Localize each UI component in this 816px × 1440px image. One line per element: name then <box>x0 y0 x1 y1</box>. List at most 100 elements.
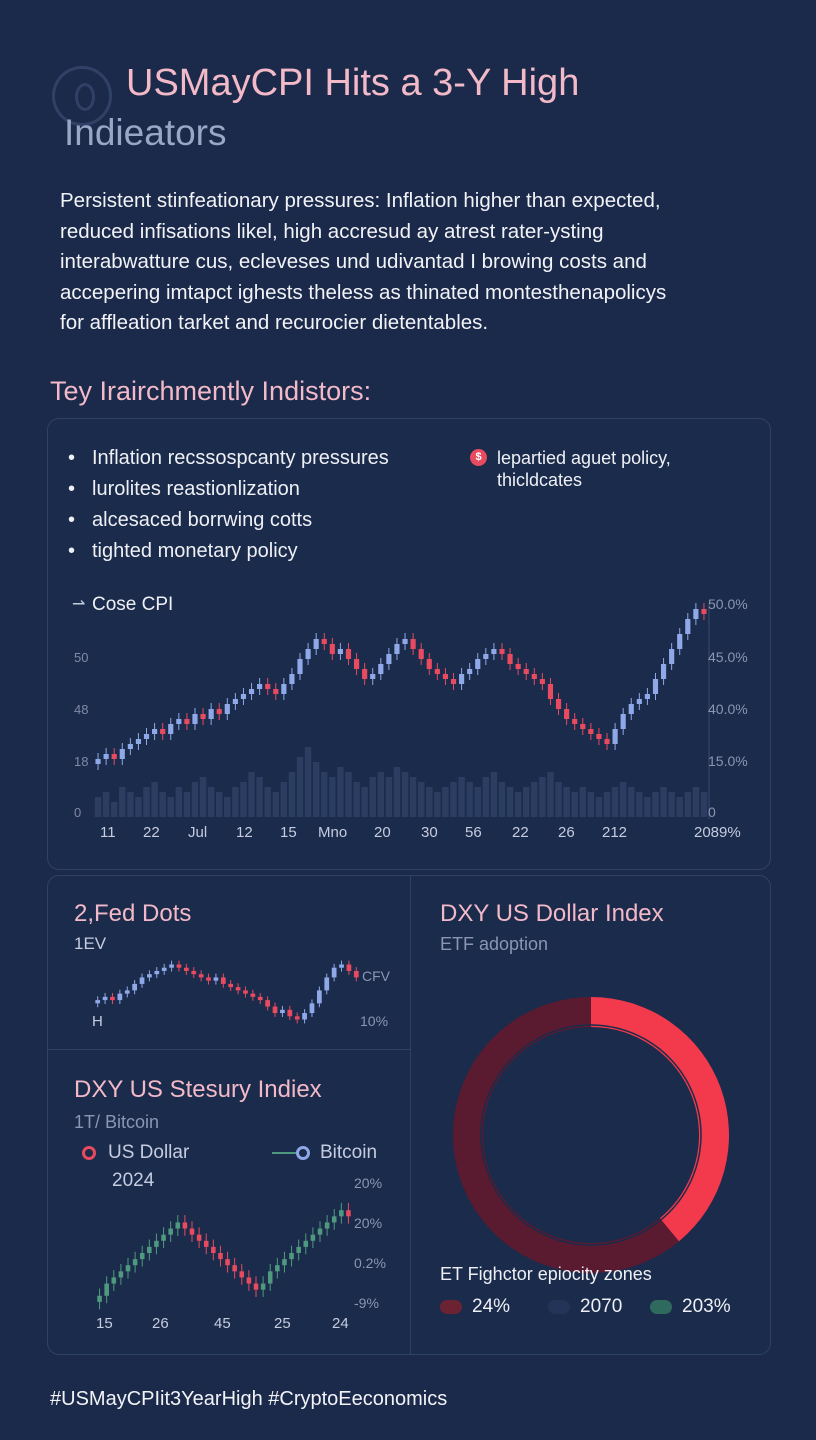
bullet-item: • lurolites reastionlization <box>68 478 300 500</box>
x-tick: 2089% <box>694 824 741 841</box>
cpi-candle <box>701 609 707 614</box>
cpi-candle <box>257 684 263 689</box>
volume-bar <box>450 782 457 817</box>
cpi-candle <box>523 669 529 674</box>
legend-year: 2024 <box>112 1170 155 1191</box>
cpi-candle <box>208 709 214 719</box>
cpi-candle <box>418 649 424 659</box>
fed-left-tick: H <box>92 1013 103 1030</box>
volume-bar <box>498 782 506 817</box>
tsy-candle <box>317 1228 323 1235</box>
legend-swatch-icon <box>440 1299 462 1314</box>
volume-bar <box>603 792 611 817</box>
cpi-candle <box>644 694 650 699</box>
volume-bar <box>547 772 554 817</box>
cpi-candle <box>410 639 416 649</box>
volume-bar <box>337 767 344 817</box>
treasury-chart: 20% 20% 0.2% -9% 15 26 45 25 24 <box>96 1175 386 1332</box>
volume-bar <box>434 792 441 817</box>
volume-bar <box>531 782 538 817</box>
fed-candle <box>198 974 204 978</box>
volume-bar <box>369 777 376 817</box>
policy-badge-icon: $ <box>470 449 487 466</box>
volume-bar <box>345 772 352 817</box>
bullet-item: • alcesaced borrwing cotts <box>68 509 313 531</box>
cpi-candle <box>442 674 449 679</box>
volume-bar <box>417 782 425 817</box>
cpi-candle <box>620 714 626 729</box>
volume-bar <box>466 782 473 817</box>
cpi-candle <box>652 679 659 694</box>
intro-line: interabwatture cus, ecleveses und udivan… <box>60 250 647 273</box>
volume-bar <box>127 792 134 817</box>
fed-candle <box>316 990 322 1004</box>
cpi-candle <box>636 699 642 704</box>
cpi-candle <box>281 684 287 694</box>
fed-candle <box>280 1009 285 1014</box>
cpi-candle <box>184 719 190 724</box>
volume-bar <box>280 782 288 817</box>
cpi-candle <box>265 684 271 689</box>
fed-candle <box>139 977 145 984</box>
volume-bar <box>595 797 603 817</box>
volume-bar <box>312 762 320 817</box>
cpi-candle <box>111 754 117 759</box>
y-right-tick: 45.0% <box>708 649 748 665</box>
x-tick: 212 <box>602 824 627 841</box>
x-tick: Mno <box>318 824 347 841</box>
cpi-candle <box>677 634 683 649</box>
volume-bar <box>232 787 239 817</box>
tsy-candle <box>182 1222 188 1229</box>
fed-candle <box>213 977 219 981</box>
fed-candle <box>117 993 123 1001</box>
cpi-candle <box>564 709 570 719</box>
tsy-candle <box>132 1259 138 1266</box>
cpi-candle <box>152 729 158 734</box>
cpi-candle <box>321 639 327 644</box>
volume-bar <box>248 772 255 817</box>
volume-bar <box>288 772 296 817</box>
cpi-candle <box>596 734 602 739</box>
volume-bar <box>579 787 587 817</box>
dollar-index-donut <box>453 997 729 1273</box>
treasury-title: DXY US Stesury Indiex <box>74 1076 322 1103</box>
legend-swatch-icon <box>548 1299 570 1314</box>
fed-candle <box>302 1013 307 1020</box>
volume-bar <box>191 782 199 817</box>
cpi-candle <box>232 699 238 704</box>
cpi-candle <box>192 714 198 724</box>
cpi-candle <box>289 674 295 684</box>
tsy-candle <box>346 1210 351 1217</box>
fed-candle <box>154 970 160 975</box>
cpi-candle <box>297 659 303 674</box>
cpi-candle <box>515 664 521 669</box>
section-heading: Tey Irairchmently Indistors: <box>50 376 372 406</box>
cpi-candle <box>362 669 368 679</box>
volume-bar <box>482 777 490 817</box>
volume-bar <box>385 777 393 817</box>
fed-candle <box>309 1003 315 1014</box>
y-right-tick: 40.0% <box>708 701 748 717</box>
cpi-candle <box>135 739 142 744</box>
fed-candle <box>331 967 337 978</box>
x-tick: 26 <box>558 824 575 841</box>
tsy-candle <box>239 1271 245 1278</box>
intro-line: for affleation tarket and recurocier die… <box>60 311 489 334</box>
bullet-item: • Inflation recssospcanty pressures <box>68 447 389 469</box>
tsy-x-tick: 45 <box>214 1315 231 1332</box>
cpi-candle <box>580 724 586 729</box>
tsy-x-tick: 25 <box>274 1315 291 1332</box>
cpi-candle <box>143 734 150 739</box>
x-tick: 56 <box>465 824 482 841</box>
fed-candle <box>250 993 256 997</box>
cpi-candle <box>669 649 675 664</box>
cpi-candle <box>337 649 343 654</box>
tsy-candle <box>275 1265 280 1272</box>
fed-dots-chart: H CFV 10% <box>92 960 391 1030</box>
fed-candle <box>257 996 263 1001</box>
volume-bar <box>611 787 619 817</box>
cpi-candle <box>572 719 578 724</box>
tsy-candle <box>118 1271 124 1278</box>
tsy-candle <box>260 1283 266 1290</box>
cpi-candle <box>119 749 125 759</box>
